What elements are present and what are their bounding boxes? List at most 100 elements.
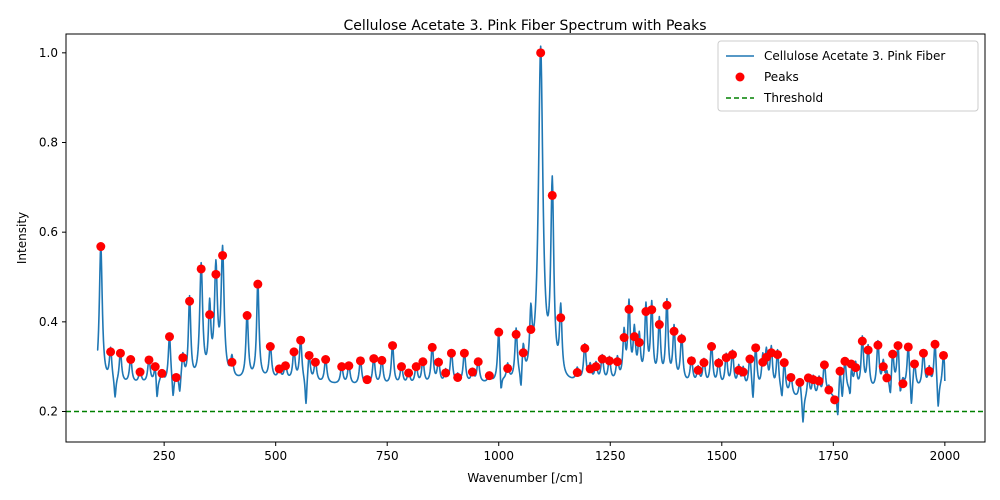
peak-marker [150,362,160,372]
peak-marker [591,362,601,372]
y-tick-label: 0.8 [39,136,58,150]
peak-marker [612,357,622,367]
peak-marker [930,339,940,349]
peak-marker [484,371,494,381]
y-tick-label: 0.4 [39,315,58,329]
x-axis-ticks: 250 500 750 1000 1250 1500 1750 2000 [153,442,960,463]
peak-marker [321,355,331,364]
x-tick-label: 1000 [483,449,514,463]
legend-label-spectrum: Cellulose Acetate 3. Pink Fiber [764,49,945,63]
peak-marker [910,359,920,369]
peak-marker [779,358,789,368]
peak-marker [686,356,696,366]
legend-peaks-swatch [735,72,745,82]
peak-marker [518,348,528,358]
peak-marker [888,349,898,359]
x-tick-label: 750 [376,449,399,463]
peak-marker [873,340,883,350]
peak-marker [647,305,657,315]
peak-marker [404,368,414,378]
peak-marker [738,367,748,377]
legend-label-peaks: Peaks [764,70,799,84]
peak-marker [728,350,737,360]
peak-marker [503,363,513,373]
peak-marker [434,357,444,367]
peak-marker [669,326,679,336]
legend: Cellulose Acetate 3. Pink Fiber Peaks Th… [717,40,979,112]
peak-marker [939,350,949,360]
peak-marker [418,357,428,367]
peak-marker [446,348,456,358]
peak-marker [369,354,379,364]
peak-marker [511,329,521,339]
peak-marker [171,372,181,382]
peak-marker [677,334,687,344]
peak-marker [106,347,116,357]
peak-marker [918,348,928,358]
peak-marker [851,363,861,373]
y-axis-ticks: 0.2 0.4 0.6 0.8 1.0 [39,46,66,419]
peak-marker [289,347,299,357]
peak-marker [597,354,607,364]
peak-marker [751,343,761,353]
peak-marker [662,300,672,310]
legend-label-threshold: Threshold [763,91,823,105]
peak-marker [165,332,174,342]
peak-marker [814,376,824,386]
peak-marker [196,264,206,274]
x-tick-label: 1500 [707,449,738,463]
y-tick-label: 1.0 [39,46,58,60]
peak-marker [773,350,783,360]
spectrum-line [96,45,946,423]
peak-marker [242,311,252,321]
peak-marker [227,357,237,367]
peak-marker [459,348,469,358]
peak-marker [898,379,908,389]
x-axis-title: Wavenumber [/cm] [467,471,582,485]
peak-marker [178,353,188,363]
peak-marker [795,377,805,387]
peak-marker [96,242,106,252]
peak-marker [863,345,873,355]
peak-marker [830,395,840,405]
peak-marker [157,368,167,378]
peak-marker [786,372,796,382]
y-tick-label: 0.2 [39,405,58,419]
peak-marker [857,336,867,346]
spectrum-line-layer [96,45,946,423]
peak-marker [924,366,934,376]
peak-marker [835,366,845,376]
peak-marker [296,335,306,345]
peak-marker [882,373,892,383]
chart-title: Cellulose Acetate 3. Pink Fiber Spectrum… [344,18,707,34]
peak-marker [144,355,154,365]
peak-marker [699,358,709,368]
peak-marker [205,310,215,320]
peak-marker [903,342,913,352]
peak-marker [604,356,614,366]
peak-marker [824,385,834,395]
peak-marker [218,250,228,260]
x-tick-label: 250 [153,449,176,463]
peak-marker [467,367,477,377]
peak-marker [126,355,136,364]
peak-marker [253,279,263,289]
peak-marker [526,324,536,334]
peak-marker [115,348,125,358]
peak-marker [337,362,347,372]
peak-marker [355,356,365,366]
peak-marker [310,357,320,367]
legend-box [717,40,979,112]
peak-marker [396,362,406,372]
peak-marker [619,333,629,343]
peak-marker [185,296,195,306]
peak-marker [693,365,703,375]
peak-marker [654,320,664,330]
peak-marker [556,313,566,323]
peak-marker [453,372,463,382]
peak-marker [427,342,437,352]
peak-marker [135,367,145,377]
peak-marker [536,48,546,58]
x-tick-label: 2000 [930,449,961,463]
peak-marker [714,358,724,368]
